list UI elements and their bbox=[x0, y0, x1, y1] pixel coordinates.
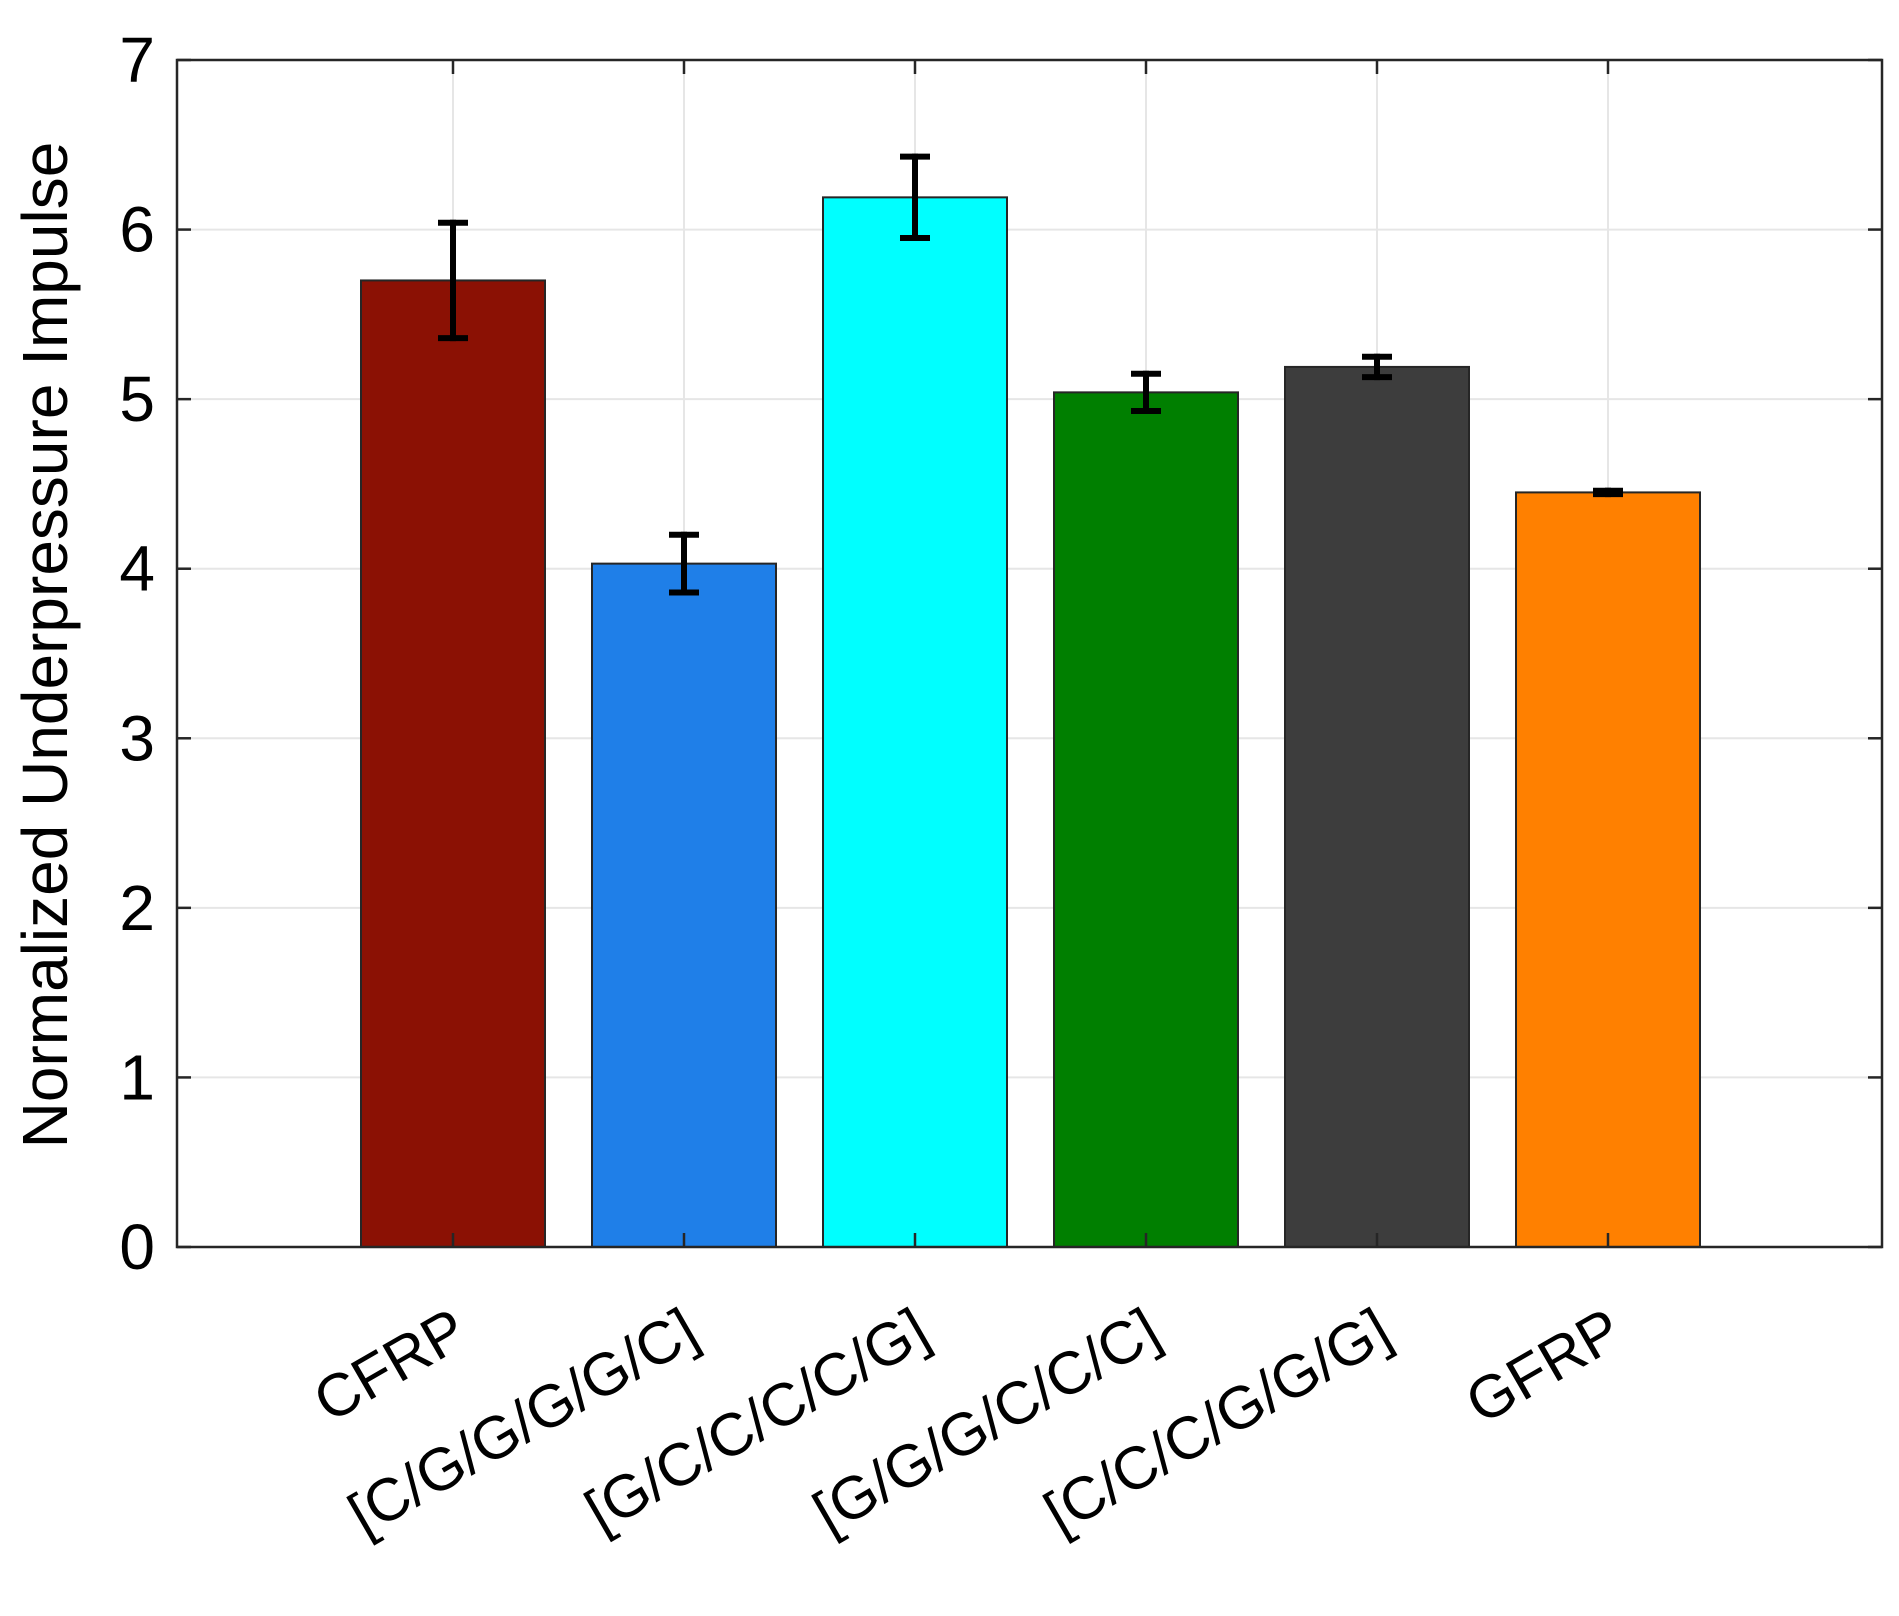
bar-2 bbox=[592, 564, 776, 1247]
y-tick-label: 5 bbox=[119, 363, 155, 435]
y-tick-label: 6 bbox=[119, 194, 155, 266]
error-bar-6 bbox=[1596, 491, 1620, 494]
y-tick-label: 2 bbox=[119, 872, 155, 944]
bar-3 bbox=[823, 197, 1007, 1247]
x-tick-labels: CFRP[C/G/G/G/G/C][G/C/C/C/C/G][G/G/G/C/C… bbox=[303, 1295, 1633, 1548]
bar-1 bbox=[361, 280, 545, 1247]
bar-4 bbox=[1054, 392, 1238, 1247]
x-tick-label: CFRP bbox=[303, 1295, 478, 1435]
y-tick-label: 0 bbox=[119, 1211, 155, 1283]
y-tick-label: 1 bbox=[119, 1041, 155, 1113]
y-axis-title: Normalized Underpressure Impulse bbox=[9, 142, 81, 1149]
y-tick-label: 4 bbox=[119, 533, 155, 605]
bars bbox=[361, 197, 1700, 1247]
x-tick-label: GFRP bbox=[1455, 1295, 1633, 1436]
y-tick-label: 3 bbox=[119, 702, 155, 774]
bar-5 bbox=[1285, 367, 1469, 1247]
y-tick-labels: 0 1 2 3 4 5 6 7 bbox=[119, 24, 155, 1283]
bar-6 bbox=[1516, 492, 1700, 1247]
y-tick-label: 7 bbox=[119, 24, 155, 96]
